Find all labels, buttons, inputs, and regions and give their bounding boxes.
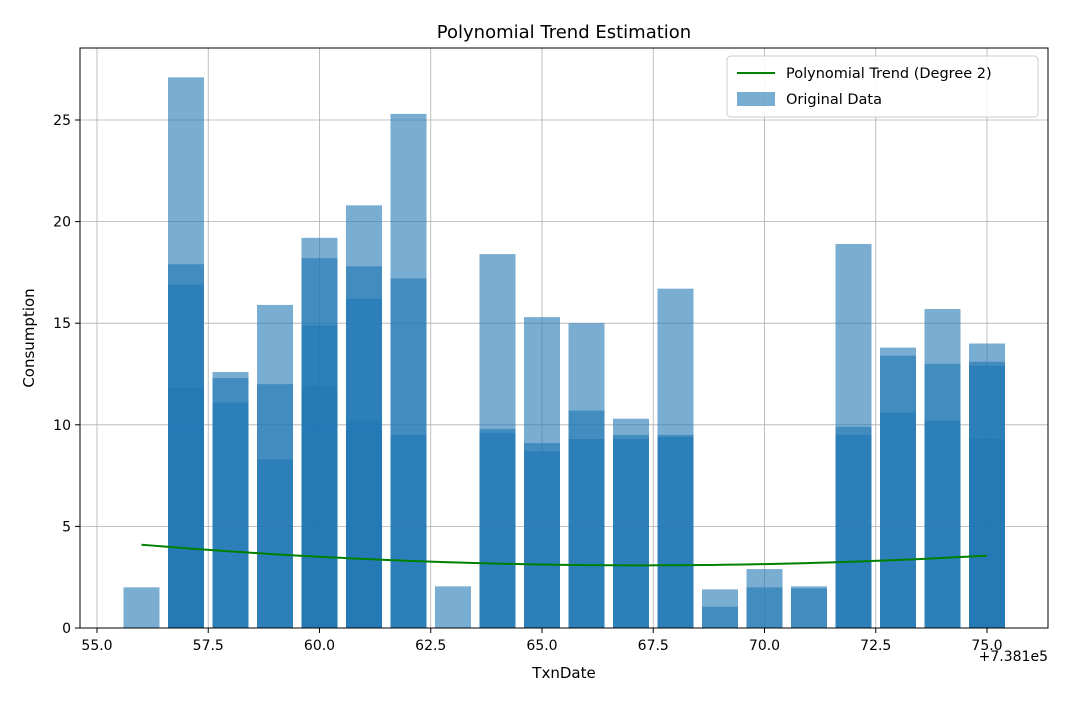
trend-line (141, 543, 988, 567)
bar (524, 451, 560, 628)
bar (257, 459, 293, 628)
bar (835, 434, 872, 628)
bar (301, 386, 338, 628)
x-tick-label: 62.5 (415, 638, 446, 654)
bars (123, 77, 1005, 629)
legend: Polynomial Trend (Degree 2) Original Dat… (726, 55, 1039, 118)
bar (479, 432, 516, 628)
y-tick-label: 10 (53, 418, 71, 434)
x-tick-label: 70.0 (749, 638, 780, 654)
chart-title: Polynomial Trend Estimation (437, 22, 691, 43)
legend-bar-swatch (737, 92, 775, 106)
x-tick-label: 60.0 (304, 638, 335, 654)
x-axis-title: TxnDate (531, 664, 595, 682)
bar (212, 402, 249, 628)
bar (924, 420, 961, 628)
y-axis-title: Consumption (20, 288, 38, 387)
x-tick-label: 55.0 (81, 638, 112, 654)
bar (613, 439, 649, 628)
legend-box (726, 55, 1039, 118)
bar (168, 388, 204, 628)
axis-ticks: 55.0 57.5 60.0 62.5 65.0 67.5 70.0 72.5 75.0 0 5 10… (53, 113, 1002, 654)
y-tick-label: 5 (62, 519, 71, 535)
legend-bar-label: Original Data (786, 92, 882, 108)
bar (657, 436, 694, 628)
bar (568, 439, 605, 628)
y-tick-label: 20 (53, 215, 71, 231)
x-tick-label: 65.0 (526, 638, 557, 654)
legend-trend-label: Polynomial Trend (Degree 2) (786, 66, 992, 82)
y-tick-label: 15 (53, 316, 71, 332)
bar (880, 412, 916, 628)
x-tick-label: 67.5 (638, 638, 669, 654)
trend-line-group (141, 543, 988, 567)
bar (390, 434, 427, 628)
bar (746, 587, 783, 628)
bar (791, 588, 827, 628)
bar (346, 420, 382, 628)
x-offset-label: +7.381e5 (979, 649, 1048, 665)
x-tick-label: 72.5 (860, 638, 891, 654)
bar (702, 606, 738, 628)
bar (123, 587, 160, 628)
x-tick-label: 75.0 (971, 638, 1002, 654)
plot-frame (79, 47, 1049, 629)
y-tick-label: 25 (53, 113, 71, 129)
y-tick-label: 0 (62, 621, 71, 637)
x-tick-label: 57.5 (193, 638, 224, 654)
bar (969, 439, 1005, 628)
bar (435, 586, 471, 628)
